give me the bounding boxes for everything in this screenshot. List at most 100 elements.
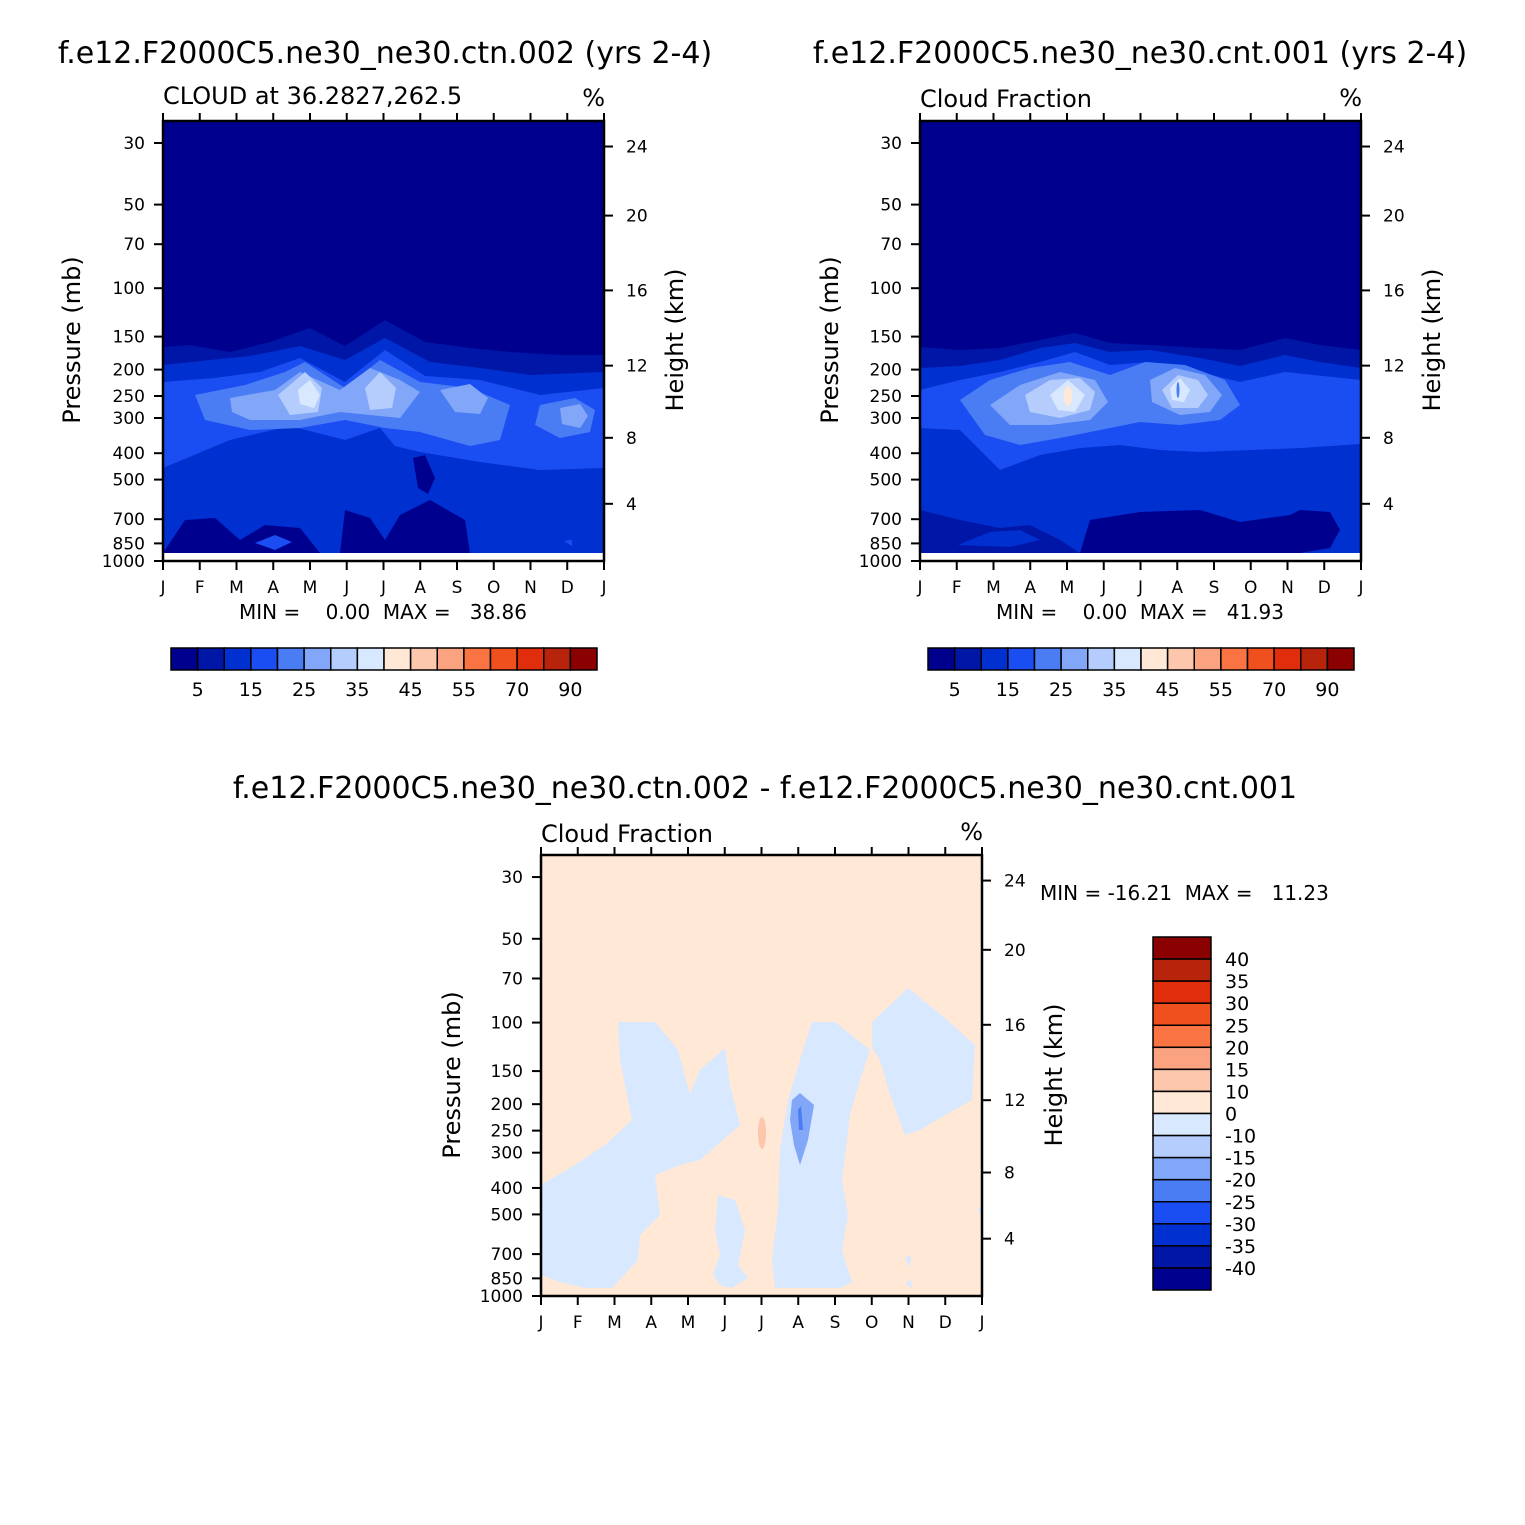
colorbar-label: 55 <box>1209 679 1233 701</box>
y-right-tick-label: 12 <box>626 357 648 377</box>
x-tick-label: M <box>986 578 1001 598</box>
y-right-tick-label: 8 <box>1004 1164 1015 1184</box>
panel-cnt: f.e12.F2000C5.ne30_ne30.cnt.001 (yrs 2-4… <box>813 36 1467 701</box>
colorbar-swatch <box>516 647 545 671</box>
y-tick-label: 500 <box>491 1205 523 1225</box>
y-tick-label: 850 <box>113 534 145 554</box>
x-tick-label: M <box>607 1313 622 1333</box>
y-right-tick-label: 8 <box>1383 429 1394 449</box>
x-tick-label: J <box>343 578 349 598</box>
x-tick-label: A <box>1171 578 1183 598</box>
x-tick-label: D <box>561 578 574 598</box>
y-tick-label: 1000 <box>480 1287 523 1307</box>
colorbar-label: 15 <box>996 679 1020 701</box>
y-tick-label: 700 <box>870 510 902 530</box>
x-tick-label: O <box>865 1313 878 1333</box>
colorbar-swatch <box>356 647 385 671</box>
colorbar-label: 35 <box>1102 679 1126 701</box>
x-tick-label: J <box>721 1313 727 1333</box>
colorbar-swatch <box>1152 1112 1212 1137</box>
y-tick-label: 400 <box>113 444 145 464</box>
x-tick-label: J <box>1357 578 1363 598</box>
colorbar-swatch <box>1326 647 1355 671</box>
x-tick-label: A <box>645 1313 657 1333</box>
y-right-tick-label: 16 <box>1383 281 1405 301</box>
colorbar-label: 5 <box>949 679 961 701</box>
colorbar-label: 5 <box>192 679 204 701</box>
colorbar-swatch <box>436 647 465 671</box>
colorbar-swatch <box>1166 647 1195 671</box>
y-tick-label: 1000 <box>859 552 902 572</box>
colorbar-swatch <box>330 647 359 671</box>
y-tick-label: 250 <box>491 1122 523 1142</box>
panel1-ylabel: Pressure (mb) <box>58 256 86 423</box>
panel3-ylabel: Pressure (mb) <box>438 991 466 1158</box>
colorbar-label: 30 <box>1225 993 1249 1015</box>
colorbar-swatch <box>1152 1156 1212 1181</box>
y-tick-label: 30 <box>880 134 902 154</box>
colorbar-label: -15 <box>1225 1148 1256 1170</box>
x-tick-label: M <box>303 578 318 598</box>
x-tick-label: J <box>600 578 606 598</box>
colorbar-swatch <box>1152 980 1212 1004</box>
colorbar-swatch <box>409 647 438 671</box>
colorbar-swatch <box>383 647 412 671</box>
colorbar-swatch <box>1152 936 1212 960</box>
y-right-tick-label: 20 <box>1383 207 1405 227</box>
y-tick-label: 150 <box>113 328 145 348</box>
y-right-tick-label: 24 <box>1004 872 1026 892</box>
x-tick-label: S <box>830 1313 841 1333</box>
y-tick-label: 1000 <box>102 552 145 572</box>
colorbar-swatch <box>1152 1002 1212 1026</box>
y-tick-label: 70 <box>880 235 902 255</box>
y-tick-label: 150 <box>491 1062 523 1082</box>
colorbar-label: 70 <box>505 679 529 701</box>
x-tick-label: O <box>487 578 500 598</box>
colorbar-swatch <box>1152 958 1212 982</box>
colorbar-swatch <box>1152 1267 1212 1291</box>
x-tick-label: D <box>939 1313 952 1333</box>
x-tick-label: N <box>902 1313 915 1333</box>
panel1-units: % <box>582 84 605 112</box>
colorbar-swatch <box>1193 647 1222 671</box>
panel1-title: f.e12.F2000C5.ne30_ne30.ctn.002 (yrs 2-4… <box>58 36 712 71</box>
colorbar-swatch <box>1033 647 1062 671</box>
colorbar-label: -35 <box>1225 1236 1256 1258</box>
y-tick-label: 400 <box>491 1179 523 1199</box>
x-tick-label: F <box>952 578 962 598</box>
panel2-ylabel-right: Height (km) <box>1418 269 1446 412</box>
panel3-ylabel-right: Height (km) <box>1040 1004 1068 1147</box>
colorbar-label: -40 <box>1225 1258 1256 1280</box>
colorbar-swatch <box>1140 647 1169 671</box>
colorbar-label: 25 <box>292 679 316 701</box>
panel1-ylabel-right: Height (km) <box>661 269 689 412</box>
panel3-plot-field <box>541 855 982 1296</box>
y-tick-label: 50 <box>880 196 902 216</box>
panel-difference: f.e12.F2000C5.ne30_ne30.ctn.002 - f.e12.… <box>233 771 1329 1333</box>
colorbar-label: 0 <box>1225 1104 1237 1126</box>
colorbar-swatch <box>1152 1223 1212 1247</box>
colorbar-swatch <box>569 647 598 671</box>
panel1-subtitle: CLOUD at 36.2827,262.5 <box>163 82 462 110</box>
colorbar-swatch <box>1220 647 1249 671</box>
colorbar-swatch <box>1152 1068 1212 1093</box>
colorbar-label: 70 <box>1262 679 1286 701</box>
x-tick-label: M <box>681 1313 696 1333</box>
y-tick-label: 700 <box>491 1245 523 1265</box>
colorbar-swatch <box>1300 647 1329 671</box>
y-tick-label: 250 <box>113 387 145 407</box>
panel3-subtitle: Cloud Fraction <box>541 820 713 848</box>
x-tick-label: J <box>1137 578 1143 598</box>
colorbar-swatch <box>1273 647 1302 671</box>
y-right-tick-label: 4 <box>626 495 637 515</box>
x-tick-label: M <box>1060 578 1075 598</box>
panel3-y-axis-right: 24 20 16 12 8 4 <box>982 872 1026 1250</box>
y-tick-label: 70 <box>123 235 145 255</box>
y-tick-label: 150 <box>870 328 902 348</box>
colorbar-swatch <box>1060 647 1089 671</box>
x-tick-label: A <box>1024 578 1036 598</box>
colorbar-label: 35 <box>345 679 369 701</box>
